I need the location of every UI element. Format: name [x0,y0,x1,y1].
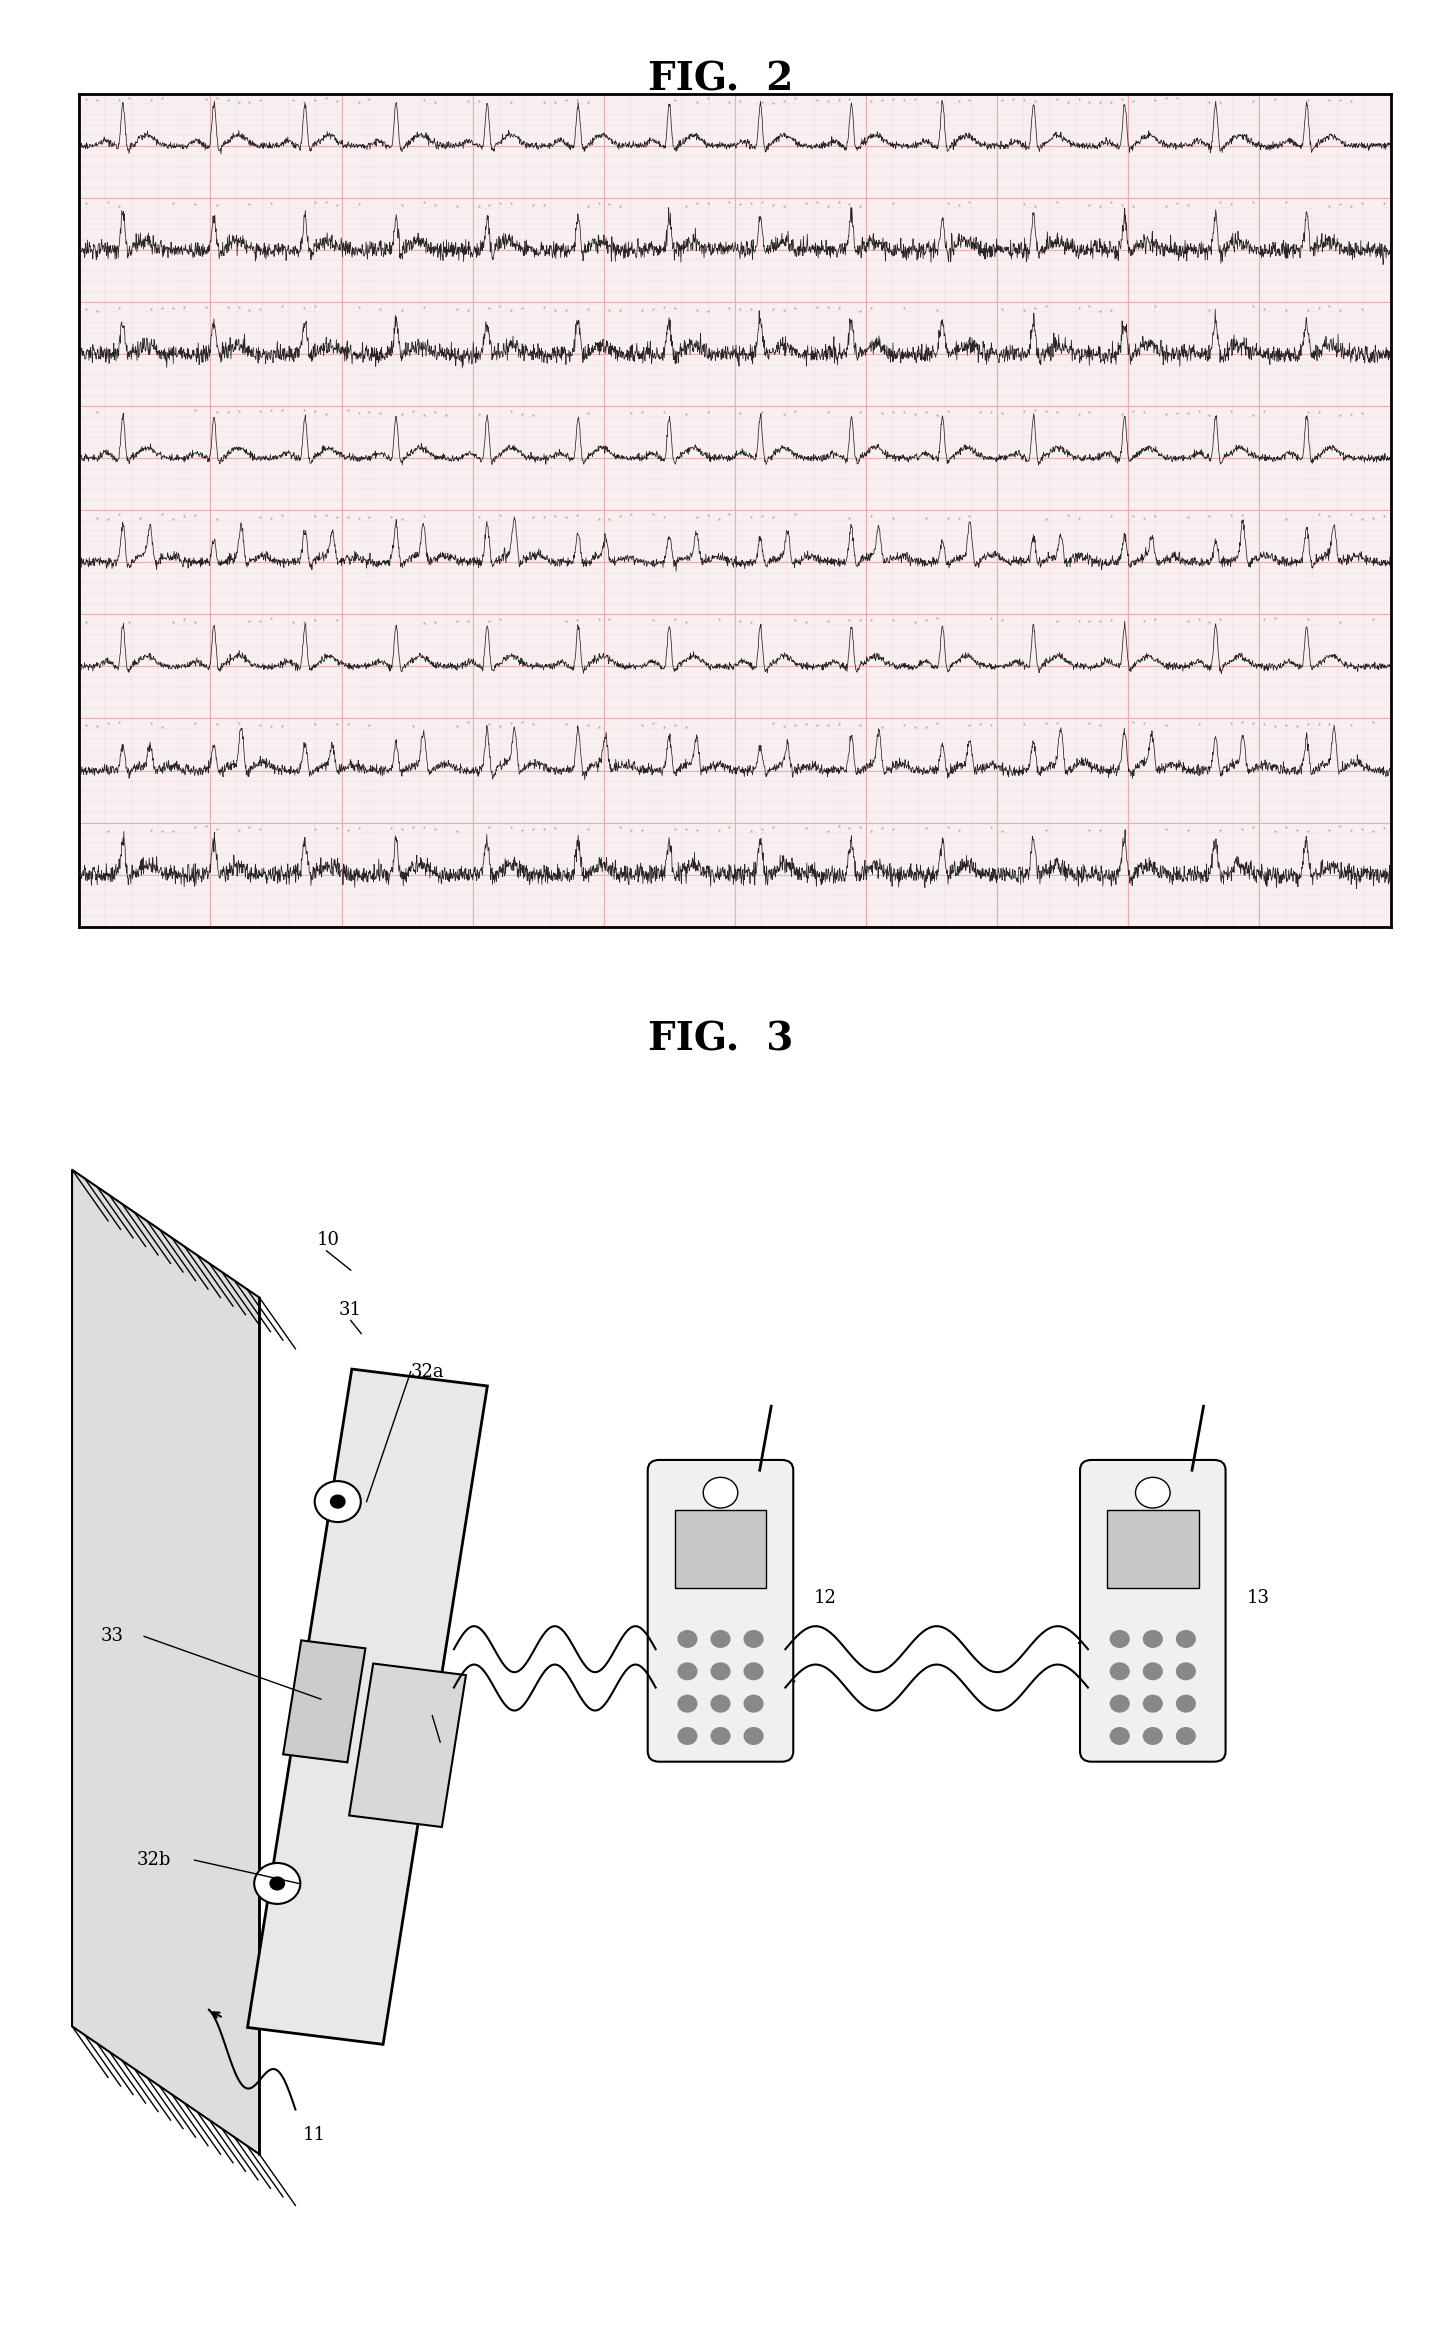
Circle shape [269,1877,284,1891]
Circle shape [679,1663,697,1680]
Text: FIG.  2: FIG. 2 [648,61,793,99]
Circle shape [679,1727,697,1745]
Circle shape [1111,1663,1130,1680]
Text: 33: 33 [101,1628,124,1645]
Polygon shape [284,1640,366,1762]
Text: 34: 34 [432,1717,455,1736]
Circle shape [254,1863,300,1905]
Circle shape [712,1727,729,1745]
Text: 12: 12 [814,1588,837,1607]
Circle shape [744,1727,762,1745]
Circle shape [1111,1727,1130,1745]
Circle shape [744,1630,762,1647]
Circle shape [1111,1696,1130,1713]
Circle shape [712,1696,729,1713]
Bar [1107,1508,1199,1588]
FancyBboxPatch shape [1081,1459,1225,1762]
Text: 10: 10 [317,1232,340,1248]
Circle shape [1143,1727,1161,1745]
Circle shape [1176,1630,1195,1647]
Circle shape [744,1663,762,1680]
Circle shape [1143,1663,1161,1680]
Polygon shape [72,1171,259,2154]
Circle shape [1143,1630,1161,1647]
Circle shape [1176,1696,1195,1713]
Circle shape [1111,1630,1130,1647]
Text: 32a: 32a [411,1363,444,1382]
Text: 31: 31 [339,1302,362,1318]
Polygon shape [349,1663,465,1828]
Circle shape [314,1480,360,1523]
Circle shape [1176,1663,1195,1680]
Text: 32b: 32b [137,1851,171,1870]
Circle shape [1143,1696,1161,1713]
Circle shape [1176,1727,1195,1745]
Text: FIG.  3: FIG. 3 [648,1021,793,1058]
Text: 13: 13 [1246,1588,1270,1607]
Circle shape [703,1478,738,1508]
Circle shape [744,1696,762,1713]
Circle shape [330,1494,344,1508]
Text: 11: 11 [303,2125,326,2144]
Polygon shape [248,1370,487,2043]
Circle shape [712,1630,729,1647]
FancyBboxPatch shape [648,1459,793,1762]
Circle shape [1136,1478,1170,1508]
Circle shape [679,1696,697,1713]
Circle shape [679,1630,697,1647]
Bar [674,1508,767,1588]
Circle shape [712,1663,729,1680]
